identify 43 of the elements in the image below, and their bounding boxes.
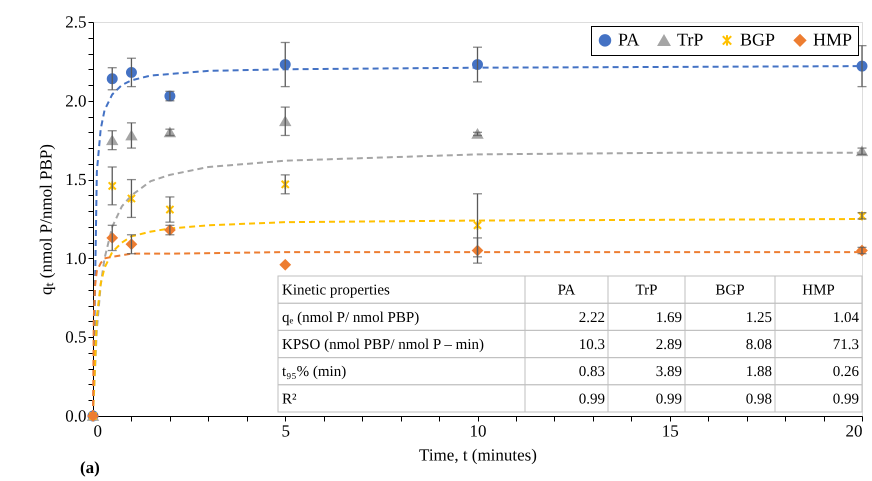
- annotation: 10.3: [578, 337, 605, 353]
- annotation: 2.22: [578, 310, 605, 326]
- x-tick-label: 20: [846, 422, 862, 440]
- annotation: 1.88: [746, 364, 772, 380]
- legend-label: PA: [618, 29, 640, 50]
- annotation: R²: [282, 391, 298, 408]
- annotation: 0.99: [578, 391, 605, 408]
- x-tick-label: 15: [662, 422, 679, 440]
- annotation: 0.98: [746, 391, 772, 408]
- annotation: 1.04: [832, 310, 860, 326]
- legend-label: BGP: [740, 29, 776, 50]
- annotation: PA: [558, 282, 576, 299]
- x-tick-label: 5: [282, 422, 290, 440]
- annotation: qₑ (nmol P/ nmol PBP): [282, 310, 420, 326]
- x-tick-label: 10: [470, 422, 486, 440]
- y-tick-label: 0.0: [65, 406, 86, 426]
- x-axis-title: Time, t (minutes): [419, 446, 537, 464]
- annotation: 0.26: [832, 364, 860, 380]
- y-tick-label: 2.0: [65, 91, 86, 110]
- annotation: KPSO (nmol PBP/ nmol P – min): [282, 337, 484, 353]
- annotation: 0.99: [832, 391, 859, 408]
- annotation: 71.3: [832, 337, 859, 353]
- annotation: 0.99: [656, 391, 682, 408]
- y-tick-label: 1.0: [65, 248, 86, 268]
- annotation: TrP: [636, 282, 658, 299]
- annotation: 1.25: [746, 310, 772, 326]
- y-tick-label: 2.5: [65, 12, 86, 32]
- annotation: BGP: [715, 282, 745, 299]
- legend-label: TrP: [677, 30, 704, 50]
- legend-label: HMP: [813, 29, 852, 50]
- y-tick-label: 1.5: [65, 170, 86, 190]
- annotation: 8.08: [746, 337, 772, 353]
- x-tick-label: 0: [94, 422, 102, 440]
- y-tick-label: 0.5: [65, 328, 86, 347]
- annotation: 0.83: [578, 364, 605, 380]
- annotation: Kinetic properties: [282, 282, 390, 299]
- annotation: 3.89: [656, 364, 682, 380]
- annotation: t₉₅% (min): [282, 364, 346, 380]
- annotation: 2.89: [656, 337, 682, 353]
- annotation: 1.69: [656, 310, 682, 326]
- text: (a): [80, 458, 100, 477]
- y-axis-title: qₜ (nmol P/nmol PBP): [36, 144, 56, 295]
- annotation: HMP: [802, 282, 835, 299]
